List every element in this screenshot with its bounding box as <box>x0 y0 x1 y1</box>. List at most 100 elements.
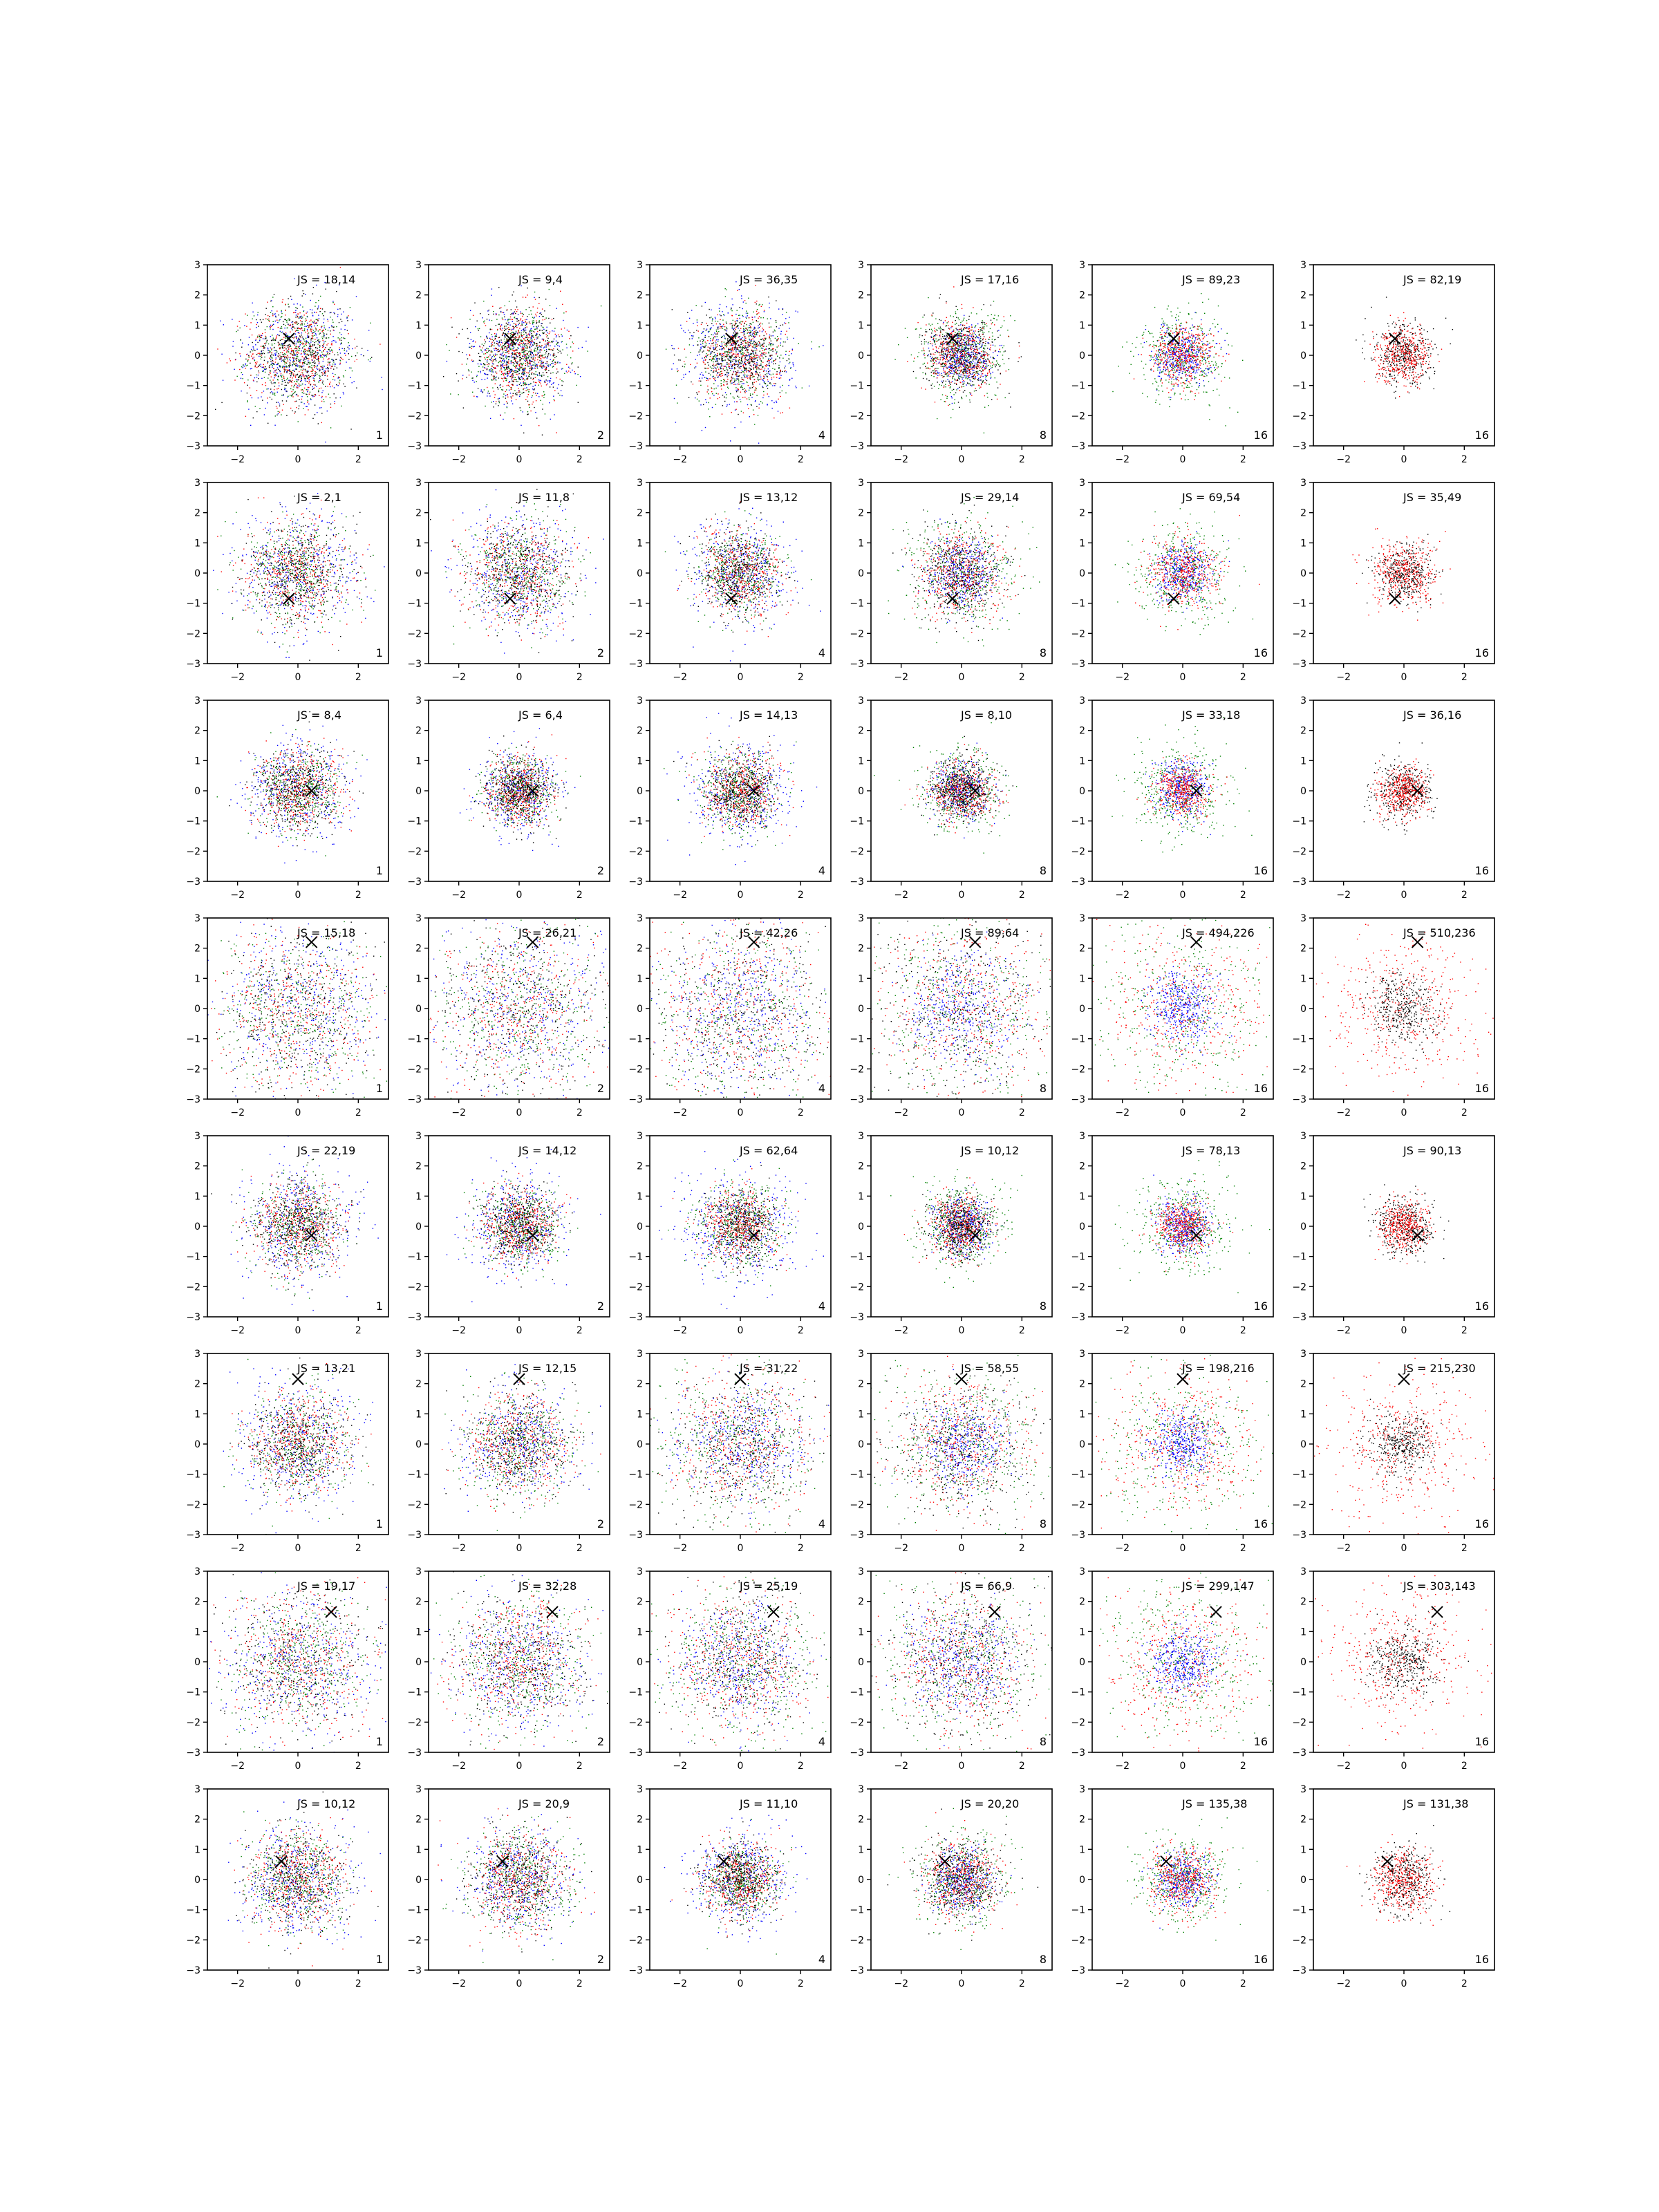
point <box>580 376 581 377</box>
point <box>259 365 260 366</box>
point <box>789 379 790 380</box>
point <box>769 348 770 349</box>
point <box>333 368 334 369</box>
point <box>715 342 716 343</box>
point <box>321 372 322 373</box>
point <box>483 345 484 346</box>
point <box>533 306 534 307</box>
series-red <box>451 291 575 433</box>
point <box>491 371 492 372</box>
point <box>742 321 743 322</box>
point <box>309 348 310 349</box>
point <box>531 342 532 343</box>
point <box>493 375 494 376</box>
point <box>737 372 738 373</box>
point <box>284 357 285 358</box>
point <box>510 333 511 334</box>
point <box>521 343 522 344</box>
point <box>254 377 255 378</box>
point <box>290 371 291 372</box>
point <box>546 372 547 373</box>
point <box>310 354 311 355</box>
point <box>299 348 300 349</box>
point <box>724 380 725 381</box>
point <box>287 345 288 346</box>
x-tick-label: 2 <box>355 454 362 465</box>
point <box>705 356 706 357</box>
point <box>511 396 512 397</box>
point <box>708 379 709 380</box>
point <box>291 299 292 300</box>
point <box>522 325 523 326</box>
point <box>570 372 571 373</box>
point <box>504 354 505 355</box>
point <box>311 367 312 368</box>
point <box>700 381 701 382</box>
point <box>533 326 534 327</box>
point <box>561 385 562 386</box>
point <box>764 335 765 336</box>
point <box>780 333 781 334</box>
point <box>484 323 485 324</box>
point <box>332 359 333 360</box>
point <box>270 325 271 326</box>
point <box>302 374 303 375</box>
point <box>537 347 538 348</box>
point <box>519 379 520 380</box>
point <box>684 366 685 367</box>
point <box>276 310 277 311</box>
point <box>493 378 494 379</box>
point <box>340 267 341 268</box>
point <box>561 328 562 329</box>
point <box>295 321 296 322</box>
point <box>714 336 715 337</box>
point <box>367 350 368 351</box>
point <box>292 327 293 328</box>
point <box>248 344 249 345</box>
point <box>748 342 749 343</box>
point <box>470 332 471 333</box>
point <box>312 315 313 316</box>
point <box>731 379 732 380</box>
point <box>780 345 781 346</box>
point <box>313 380 314 381</box>
point <box>490 329 491 330</box>
point <box>297 385 298 386</box>
point <box>743 383 744 384</box>
point <box>487 359 488 360</box>
point <box>547 338 548 339</box>
point <box>239 369 240 370</box>
point <box>511 400 512 401</box>
point <box>481 389 482 390</box>
point <box>312 335 313 336</box>
point <box>309 379 310 380</box>
point <box>771 377 772 378</box>
point <box>331 325 332 326</box>
point <box>784 322 785 323</box>
point <box>272 393 273 394</box>
point <box>289 320 290 321</box>
point <box>262 367 263 368</box>
point <box>291 350 292 351</box>
point <box>530 310 531 311</box>
point <box>518 369 519 370</box>
point <box>752 330 753 331</box>
point <box>520 319 521 320</box>
point <box>572 350 573 351</box>
point <box>536 322 537 323</box>
point <box>322 308 323 309</box>
point <box>286 379 287 380</box>
point <box>736 391 737 392</box>
point <box>527 337 528 338</box>
corner-label: 2 <box>597 429 604 442</box>
point <box>671 345 672 346</box>
point <box>748 370 749 371</box>
point <box>479 360 480 361</box>
point <box>712 318 713 319</box>
point <box>267 326 268 327</box>
point <box>305 379 306 380</box>
point <box>724 326 725 327</box>
point <box>535 354 536 355</box>
point <box>307 391 308 392</box>
